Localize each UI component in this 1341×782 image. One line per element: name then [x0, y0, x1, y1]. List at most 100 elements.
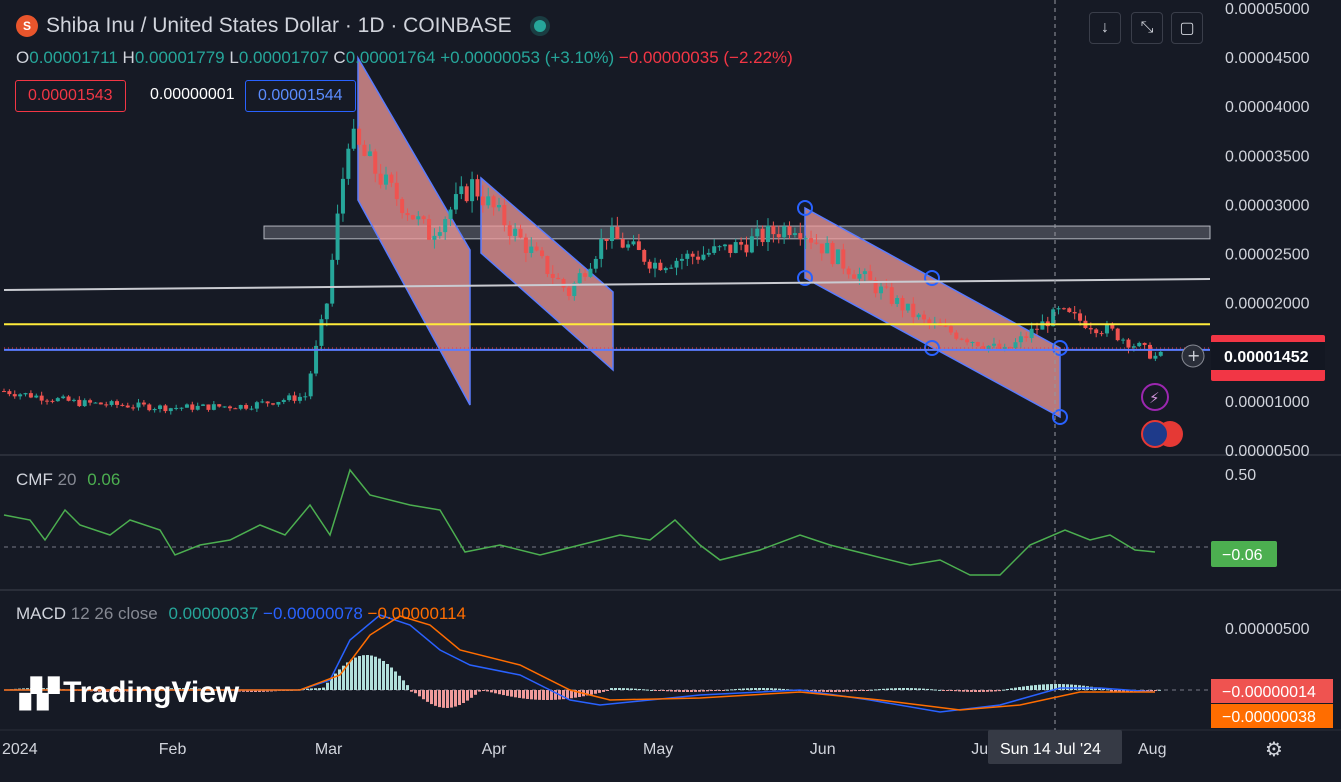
candle-body	[120, 404, 125, 406]
macd-histogram-bar	[926, 688, 929, 690]
candle-body	[986, 345, 991, 349]
macd-histogram-bar	[594, 690, 597, 694]
price-tick-label: 0.00004500	[1225, 50, 1310, 67]
candle-body	[556, 277, 561, 280]
arrow-down-icon[interactable]: ↓	[1089, 12, 1121, 44]
macd-histogram-bar	[242, 690, 245, 692]
macd-histogram-bar	[482, 690, 485, 691]
candle-body	[1094, 329, 1099, 334]
macd-histogram-bar	[574, 690, 577, 698]
collapse-icon[interactable]: ⤡	[1131, 12, 1163, 44]
macd-histogram-bar	[358, 656, 361, 690]
shib-logo-icon: S	[16, 15, 38, 37]
candle-body	[7, 391, 12, 395]
market-status-icon	[533, 20, 546, 32]
macd-histogram-bar	[866, 690, 869, 691]
macd-histogram-bar	[362, 655, 365, 690]
candle-body	[809, 238, 814, 243]
current-price-label: 0.00001452	[1224, 349, 1309, 366]
macd-histogram-bar	[650, 689, 653, 691]
candle-body	[432, 235, 437, 240]
price-tick-label: 0.00005000	[1225, 1, 1310, 18]
candle-body	[1115, 328, 1120, 341]
cmf-pane	[3, 468, 1210, 576]
macd-pane	[4, 614, 1210, 713]
macd-histogram-bar	[710, 690, 713, 692]
candle-body	[254, 402, 259, 409]
candle-body	[98, 402, 103, 405]
symbol-title[interactable]: Shiba Inu / United States Dollar · 1D · …	[46, 14, 512, 37]
fullscreen-icon[interactable]: ▢	[1171, 12, 1203, 44]
macd-histogram-bar	[670, 690, 673, 692]
macd-histogram-bar	[402, 680, 405, 690]
macd-histogram-bar	[938, 689, 941, 691]
candle-body	[34, 395, 39, 398]
cmf-legend[interactable]: CMF 20 0.06	[16, 470, 121, 489]
macd-histogram-bar	[490, 690, 493, 693]
settings-gear-icon[interactable]: ⚙	[1265, 737, 1283, 761]
macd-histogram-bar	[318, 688, 321, 690]
macd-histogram-bar	[538, 690, 541, 700]
candle-body	[464, 186, 469, 202]
time-tick-label: 2024	[2, 741, 38, 758]
candle-body	[227, 406, 232, 409]
macd-histogram-bar	[194, 688, 197, 690]
macd-histogram-bar	[422, 690, 425, 700]
anchor-handle	[924, 270, 940, 286]
us-flag-icon	[1141, 420, 1169, 448]
time-tick-label: Jun	[810, 741, 836, 758]
candle-body	[550, 273, 555, 278]
macd-histogram-bar	[354, 657, 357, 690]
candle-body	[28, 393, 33, 398]
close-value: 0.00001764	[345, 48, 436, 67]
macd-legend[interactable]: MACD 12 26 close 0.00000037 −0.00000078 …	[16, 604, 467, 623]
macd-histogram-bar	[546, 690, 549, 700]
candle-body	[335, 213, 340, 260]
candle-body	[1051, 309, 1056, 327]
time-tick-label: May	[643, 741, 673, 758]
macd-histogram-bar	[662, 690, 665, 691]
candle-body	[174, 407, 179, 409]
price-tick-label: 0.00003000	[1225, 197, 1310, 214]
open-value: 0.00001711	[29, 48, 118, 67]
macd-histogram-bar	[942, 690, 945, 691]
candle-body	[991, 343, 996, 346]
signal-line	[4, 615, 1155, 711]
macd-histogram-bar	[42, 688, 45, 690]
candle-body	[1013, 342, 1018, 349]
macd-histogram-bar	[330, 678, 333, 690]
macd-histogram-bar	[1046, 684, 1049, 690]
candle-body	[696, 256, 701, 260]
candle-body	[609, 226, 614, 241]
candle-body	[701, 254, 706, 260]
horizontal-levels	[3, 0, 1211, 730]
channel-shape	[357, 55, 471, 406]
macd-histogram-bar	[890, 688, 893, 690]
candle-body	[878, 286, 883, 294]
macd-histogram-bar	[990, 690, 993, 692]
buy-price-box[interactable]: 0.00001544	[245, 80, 356, 112]
candle-body	[276, 401, 281, 405]
candle-body	[287, 395, 292, 401]
macd-histogram-bar	[842, 690, 845, 692]
candle-body	[453, 194, 458, 210]
macd-histogram-bar	[698, 690, 701, 692]
macd-histogram-bar	[250, 690, 253, 692]
candle-body	[238, 405, 243, 409]
macd-histogram-bar	[386, 663, 389, 690]
chart-header: S Shiba Inu / United States Dollar · 1D …	[16, 14, 546, 38]
candle-body	[93, 402, 98, 404]
macd-histogram-bar	[602, 690, 605, 692]
candles	[2, 118, 1163, 415]
candle-body	[755, 228, 760, 237]
macd-histogram-bar	[174, 688, 177, 690]
macd-histogram-bar	[1106, 689, 1109, 691]
macd-histogram-bar	[366, 655, 369, 690]
candle-body	[846, 268, 851, 275]
macd-histogram-bar	[1110, 690, 1113, 692]
macd-histogram-bar	[922, 688, 925, 690]
sell-price-box[interactable]: 0.00001543	[15, 80, 126, 112]
macd-histogram-bar	[882, 688, 885, 690]
macd-histogram-bar	[762, 688, 765, 690]
